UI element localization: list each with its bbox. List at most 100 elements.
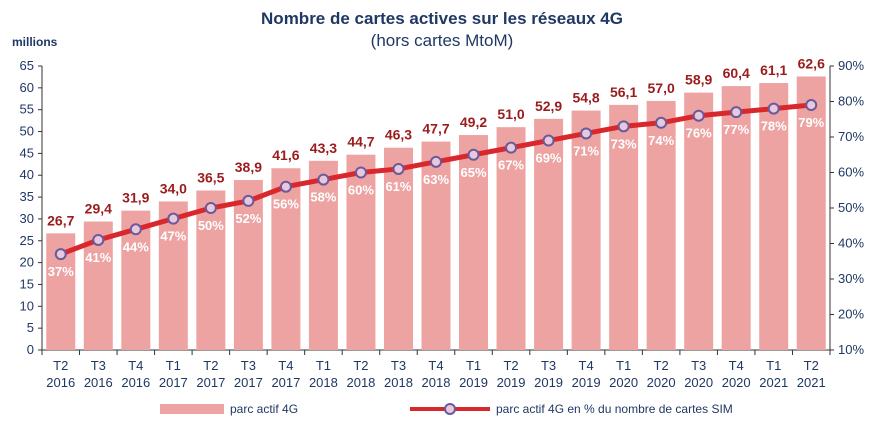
y-axis-label: millions [12,35,58,49]
percent-label: 52% [235,211,261,226]
bar [233,180,263,350]
y-tick-label: 45 [20,145,34,160]
percent-label: 69% [536,151,562,166]
x-tick-label: T1 [616,358,631,373]
line-marker [580,127,593,140]
x-tick-label: T2 [53,358,68,373]
bar-value-label: 51,0 [497,106,524,122]
bar [721,86,751,351]
bar-value-label: 52,9 [535,98,562,114]
x-tick-label-year: 2020 [609,375,638,390]
bar-value-label: 38,9 [235,159,262,175]
x-tick-label-year: 2018 [422,375,451,390]
x-tick-label-year: 2016 [84,375,113,390]
percent-label: 76% [686,126,712,141]
bar [158,201,188,350]
x-tick-label: T2 [503,358,518,373]
x-tick-label: T4 [128,358,143,373]
y2-tick-label: 90% [838,58,864,73]
chart-title: Nombre de cartes actives sur les réseaux… [261,9,623,28]
bar [684,92,714,350]
x-tick-label: T3 [691,358,706,373]
x-tick-label-year: 2020 [684,375,713,390]
percent-label: 65% [461,165,487,180]
percent-label: 74% [648,133,674,148]
y-tick-label: 40 [20,167,34,182]
line-marker [54,248,67,261]
line-marker [317,173,330,186]
bar [271,168,301,350]
bar-value-label: 49,2 [460,114,487,130]
x-tick-label-year: 2017 [271,375,300,390]
line-marker [430,155,442,168]
percent-label: 50% [198,218,224,233]
percent-label: 37% [48,264,74,279]
line-marker [167,212,180,225]
line-marker [279,180,292,193]
y2-tick-label: 40% [838,236,864,251]
x-tick-label-year: 2019 [534,375,563,390]
x-tick-label: T1 [316,358,331,373]
percent-label: 41% [85,250,111,265]
bar-value-label: 31,9 [122,190,149,206]
bar-value-label: 57,0 [648,80,675,96]
y-tick-label: 15 [20,276,34,291]
x-tick-label-year: 2017 [234,375,263,390]
bar-value-label: 58,9 [685,72,712,88]
y2-tick-label: 10% [838,342,864,357]
bar [383,147,413,350]
percent-label: 61% [385,179,411,194]
x-tick-label-year: 2017 [159,375,188,390]
bar-value-label: 34,0 [160,180,187,196]
bar [646,100,676,350]
x-tick-label-year: 2018 [346,375,375,390]
percent-label: 56% [273,197,299,212]
legend-bar-swatch [160,404,224,414]
x-tick-label: T2 [804,358,819,373]
x-tick-label-year: 2018 [309,375,338,390]
legend-line-label: parc actif 4G en % du nombre de cartes S… [496,402,733,416]
line-marker [542,134,555,147]
x-tick-label: T3 [241,358,256,373]
x-tick-label: T4 [278,358,293,373]
y-tick-label: 25 [20,233,34,248]
bar [346,154,376,350]
line-marker [467,148,480,161]
x-tick-label-year: 2020 [722,375,751,390]
y-tick-label: 50 [20,124,34,139]
bar [459,135,489,350]
x-tick-label: T4 [579,358,594,373]
line-marker [92,233,105,246]
y-tick-label: 35 [20,189,34,204]
y2-tick-label: 20% [838,307,864,322]
bar [571,110,601,350]
bar-value-label: 26,7 [47,212,74,228]
line-marker [692,109,705,122]
bar-value-label: 44,7 [347,134,374,150]
y-tick-label: 30 [20,211,34,226]
line-marker [730,106,743,119]
y-tick-label: 0 [27,342,34,357]
line-marker [617,120,630,133]
percent-label: 78% [761,119,787,134]
y-tick-label: 20 [20,255,34,270]
percent-label: 58% [310,190,336,205]
x-tick-label-year: 2019 [459,375,488,390]
x-tick-label-year: 2021 [759,375,788,390]
bar [496,127,526,351]
legend-bar-label: parc actif 4G [230,402,298,416]
x-tick-label: T1 [466,358,481,373]
percent-label: 63% [423,172,449,187]
y2-tick-label: 80% [838,94,864,109]
percent-label: 67% [498,158,524,173]
x-tick-label-year: 2018 [384,375,413,390]
bar-value-label: 29,4 [85,201,112,217]
line-marker [805,99,818,112]
bar [759,83,789,350]
x-tick-label-year: 2016 [46,375,75,390]
line-marker [655,116,668,129]
x-tick-label-year: 2021 [797,375,826,390]
bar [796,76,826,351]
